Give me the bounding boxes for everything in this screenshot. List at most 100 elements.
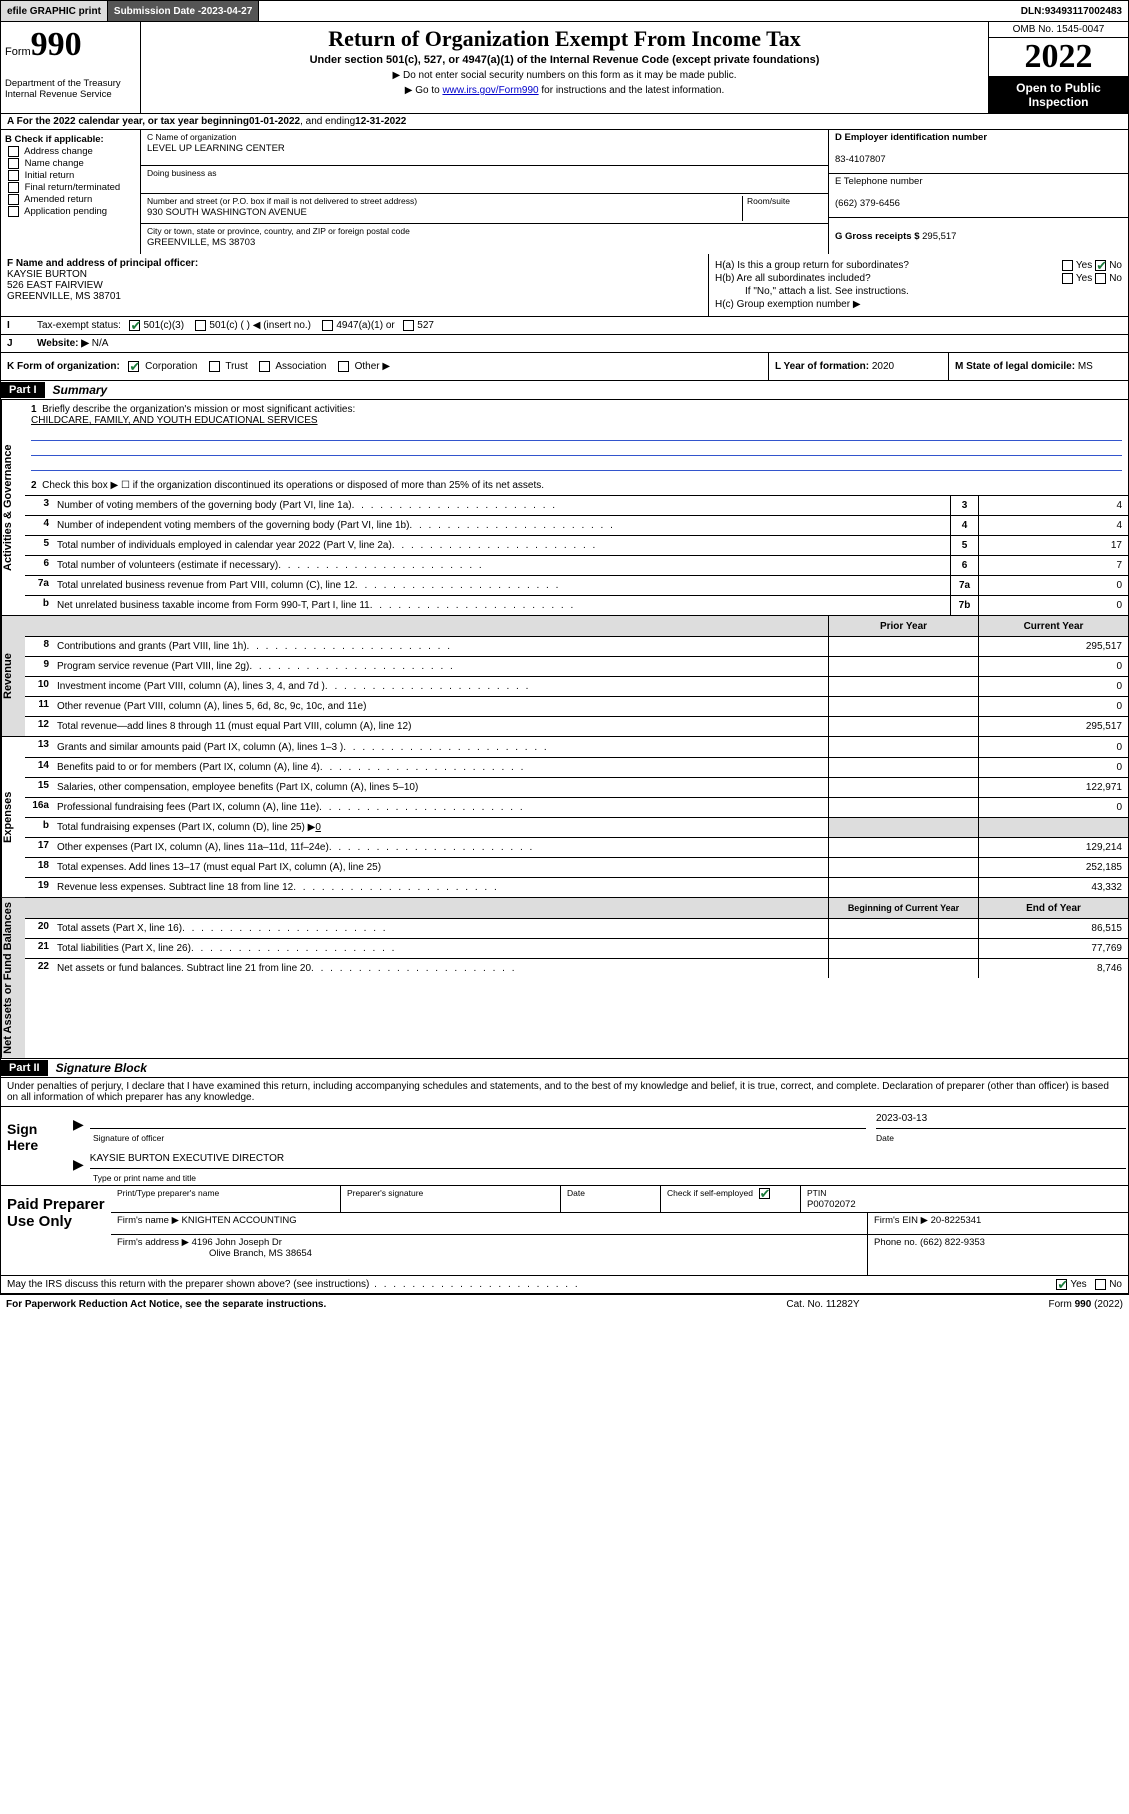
vtab-revenue: Revenue	[1, 616, 25, 736]
tax-year: 2022	[989, 38, 1128, 77]
form-id-footer: Form 990 (2022)	[923, 1299, 1123, 1310]
section-governance: Activities & Governance 1 Briefly descri…	[0, 400, 1129, 616]
irs-link[interactable]: www.irs.gov/Form990	[442, 85, 538, 96]
check-amended-return[interactable]	[8, 194, 19, 205]
self-employed-label: Check if self-employed	[667, 1188, 753, 1198]
form-title: Return of Organization Exempt From Incom…	[147, 26, 982, 52]
check-other[interactable]	[338, 361, 349, 372]
line15-curr: 122,971	[978, 778, 1128, 797]
sign-here-block: Sign Here ▶ Signature of officer 2023-03…	[0, 1107, 1129, 1186]
street-label: Number and street (or P.O. box if mail i…	[147, 196, 417, 206]
line21-label: Total liabilities (Part X, line 26)	[57, 943, 191, 954]
ptin-value: P00702072	[807, 1199, 856, 1210]
col-c: C Name of organization LEVEL UP LEARNING…	[141, 130, 828, 254]
dba-label: Doing business as	[147, 168, 216, 178]
line5-label: Total number of individuals employed in …	[57, 540, 392, 551]
check-association[interactable]	[259, 361, 270, 372]
paid-preparer-block: Paid Preparer Use Only Print/Type prepar…	[0, 1186, 1129, 1276]
line7b-label: Net unrelated business taxable income fr…	[57, 600, 370, 611]
open-inspection: Open to Public Inspection	[989, 77, 1128, 113]
section-revenue: Revenue Prior YearCurrent Year 8Contribu…	[0, 616, 1129, 737]
check-501c3[interactable]	[129, 320, 140, 331]
firm-addr1: 4196 John Joseph Dr	[192, 1237, 282, 1248]
line10-curr: 0	[978, 677, 1128, 696]
hb-yes[interactable]	[1062, 273, 1073, 284]
vtab-net-assets: Net Assets or Fund Balances	[1, 898, 25, 1058]
line11-label: Other revenue (Part VIII, column (A), li…	[57, 701, 366, 712]
irs-label: Internal Revenue Service	[5, 89, 112, 100]
col-beginning-year: Beginning of Current Year	[828, 898, 978, 918]
arrow-icon: ▶	[73, 1156, 84, 1173]
check-self-employed[interactable]	[759, 1188, 770, 1199]
efile-print-button[interactable]: efile GRAPHIC print	[1, 1, 108, 21]
firm-addr2: Olive Branch, MS 38654	[209, 1248, 312, 1259]
line18-label: Total expenses. Add lines 13–17 (must eq…	[57, 862, 381, 873]
check-initial-return[interactable]	[8, 170, 19, 181]
part2-title: Signature Block	[48, 1059, 155, 1077]
form-subtitle: Under section 501(c), 527, or 4947(a)(1)…	[147, 54, 982, 66]
line20-eoy: 86,515	[978, 919, 1128, 938]
check-address-change[interactable]	[8, 146, 19, 157]
hb-no[interactable]	[1095, 273, 1106, 284]
line4-label: Number of independent voting members of …	[57, 520, 409, 531]
k-label: K Form of organization:	[7, 361, 120, 372]
line5-value: 17	[978, 536, 1128, 555]
check-trust[interactable]	[209, 361, 220, 372]
col-prior-year: Prior Year	[828, 616, 978, 636]
website-value: N/A	[92, 338, 109, 349]
line3-label: Number of voting members of the governin…	[57, 500, 352, 511]
submission-date-value: 2023-04-27	[201, 6, 252, 17]
row-klm: K Form of organization: Corporation Trus…	[0, 353, 1129, 381]
check-name-change[interactable]	[8, 158, 19, 169]
hb-label: H(b) Are all subordinates included?	[715, 273, 1059, 284]
part2-header: Part II Signature Block	[0, 1059, 1129, 1078]
line13-curr: 0	[978, 737, 1128, 757]
ha-no[interactable]	[1095, 260, 1106, 271]
note-ssn: ▶ Do not enter social security numbers o…	[147, 70, 982, 81]
line8-label: Contributions and grants (Part VIII, lin…	[57, 641, 247, 652]
omb-number: OMB No. 1545-0047	[989, 22, 1128, 38]
part2-tag: Part II	[1, 1060, 48, 1076]
col-end-year: End of Year	[978, 898, 1128, 918]
l-label: L Year of formation:	[775, 361, 869, 372]
may-yes[interactable]	[1056, 1279, 1067, 1290]
org-name: LEVEL UP LEARNING CENTER	[147, 143, 285, 154]
ha-yes[interactable]	[1062, 260, 1073, 271]
line1-label: Briefly describe the organization's miss…	[42, 404, 355, 415]
check-application-pending[interactable]	[8, 206, 19, 217]
street-address: 930 SOUTH WASHINGTON AVENUE	[147, 207, 307, 218]
section-bcdefg: B Check if applicable: Address change Na…	[0, 130, 1129, 254]
note-link: ▶ Go to www.irs.gov/Form990 for instruct…	[147, 85, 982, 96]
check-501c[interactable]	[195, 320, 206, 331]
col-b: B Check if applicable: Address change Na…	[1, 130, 141, 254]
top-bar: efile GRAPHIC print Submission Date - 20…	[0, 0, 1129, 22]
header-left: Form990 Department of the Treasury Inter…	[1, 22, 141, 113]
line16a-label: Professional fundraising fees (Part IX, …	[57, 802, 319, 813]
check-4947[interactable]	[322, 320, 333, 331]
check-527[interactable]	[403, 320, 414, 331]
date-label: Date	[876, 1133, 1126, 1143]
year-formation: 2020	[872, 361, 894, 372]
signature-officer-label: Signature of officer	[93, 1133, 866, 1143]
may-discuss-row: May the IRS discuss this return with the…	[0, 1276, 1129, 1294]
prep-sig-label: Preparer's signature	[347, 1188, 423, 1198]
line3-value: 4	[978, 496, 1128, 515]
officer-name: KAYSIE BURTON	[7, 269, 87, 280]
line17-curr: 129,214	[978, 838, 1128, 857]
col-h: H(a) Is this a group return for subordin…	[708, 254, 1128, 316]
col-k: K Form of organization: Corporation Trus…	[1, 353, 768, 380]
check-final-return[interactable]	[8, 182, 19, 193]
room-label: Room/suite	[747, 196, 790, 206]
check-corporation[interactable]	[128, 361, 139, 372]
sign-date: 2023-03-13	[876, 1113, 927, 1128]
line16a-curr: 0	[978, 798, 1128, 817]
hc-label: H(c) Group exemption number ▶	[715, 299, 1122, 310]
part1-tag: Part I	[1, 382, 45, 398]
vtab-expenses: Expenses	[1, 737, 25, 897]
section-expenses: Expenses 13Grants and similar amounts pa…	[0, 737, 1129, 898]
line6-label: Total number of volunteers (estimate if …	[57, 560, 278, 571]
form-header: Form990 Department of the Treasury Inter…	[0, 22, 1129, 114]
col-f: F Name and address of principal officer:…	[1, 254, 708, 316]
state-domicile: MS	[1078, 361, 1093, 372]
may-no[interactable]	[1095, 1279, 1106, 1290]
